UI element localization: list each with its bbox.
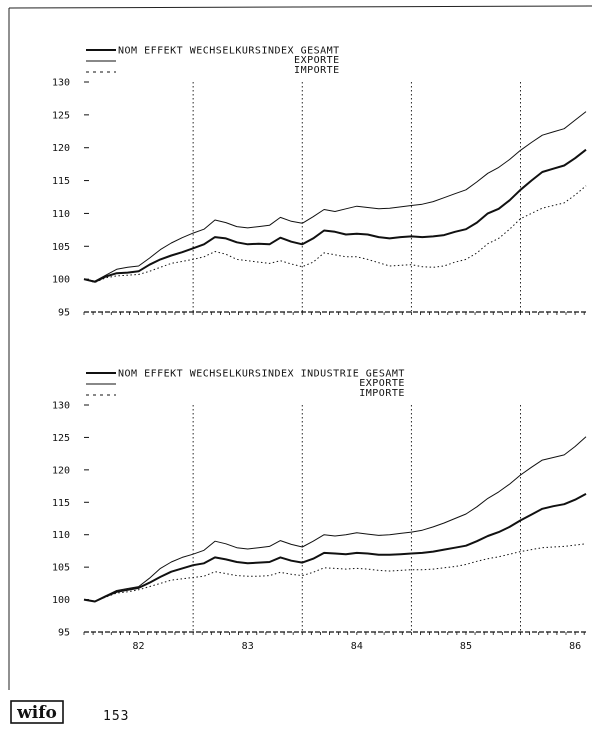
y-tick-label: 120 [52,143,70,154]
legend-label-importe: IMPORTE [359,388,405,399]
x-tick-label: 84 [351,641,363,652]
legend-label-exporte: EXPORTE [294,55,340,66]
y-tick-label: 120 [52,465,70,476]
y-tick-label: 115 [52,176,70,187]
footer: wifo 153 [10,700,129,724]
legend-label-exporte: EXPORTE [359,378,405,389]
x-tick-label: 86 [569,641,581,652]
y-tick-label: 130 [52,78,70,89]
x-tick-label: 85 [460,641,472,652]
y-tick-label: 105 [52,242,70,253]
y-tick-label: 95 [58,628,70,639]
wifo-logo-box [10,700,64,724]
y-tick-label: 95 [58,308,70,319]
y-tick-label: 110 [52,209,70,220]
series-line-solid-thick [83,148,587,283]
y-tick-label: 100 [52,595,70,606]
y-tick-label: 125 [52,433,70,444]
wifo-logo: wifo [16,703,57,723]
chart-top: 95 100 105 110 115 120 125 130 NOM EFFEKT WECHSE… [52,46,587,319]
series-line-solid-thin [83,436,587,602]
series-line-dotted [83,543,587,602]
series-line-dotted [83,185,587,283]
legend-label-gesamt: NOM EFFEKT WECHSELKURSINDEX INDUSTRIE GE… [118,369,405,380]
legend-label-importe: IMPORTE [294,65,340,76]
y-tick-label: 125 [52,110,70,121]
chart-bottom: 95 100 105 110 115 120 125 130 82 83 84 85 86 NOM EFF… [52,369,587,652]
y-tick-label: 115 [52,498,70,509]
top-border [8,5,592,9]
y-tick-label: 110 [52,530,70,541]
y-tick-label: 100 [52,275,70,286]
legend-label-gesamt: NOM EFFEKT WECHSELKURSINDEX GESAMT [118,46,340,57]
x-tick-label: 83 [242,641,254,652]
x-tick-label: 82 [133,641,145,652]
y-tick-label: 130 [52,401,70,412]
series-line-solid-thick [83,493,587,603]
page-number: 153 [103,709,129,724]
y-tick-label: 105 [52,563,70,574]
series-line-solid-thin [83,111,587,282]
